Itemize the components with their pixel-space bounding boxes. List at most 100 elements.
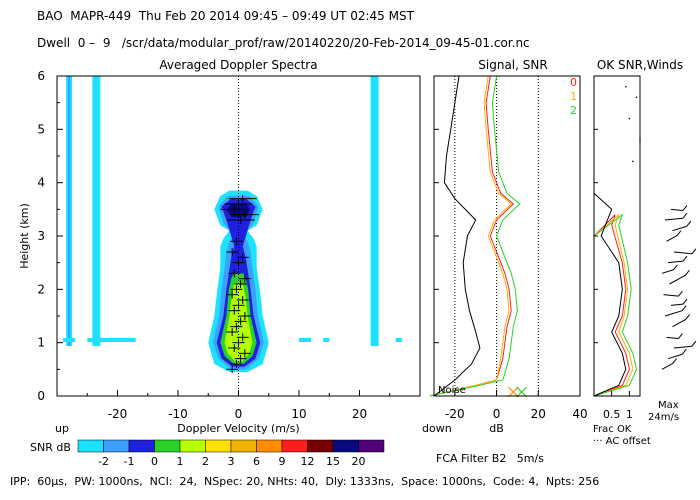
ac-offset-dot [635, 96, 638, 99]
wind-barb [670, 303, 683, 306]
clutter-dash [87, 338, 136, 342]
ac-offset-dot [625, 85, 627, 88]
wind-barb-flag [685, 314, 691, 320]
wind-barb [661, 269, 674, 274]
colorbar-swatch [358, 439, 385, 453]
wind-barb [666, 235, 678, 242]
wind-barb [663, 294, 679, 297]
wind-barb-flag [691, 340, 697, 347]
y-tick-label: 5 [37, 122, 45, 136]
colorbar-tick: -1 [124, 455, 135, 468]
interference-line [92, 76, 101, 346]
wind-barb-flag [682, 212, 688, 219]
colorbar-tick: 3 [228, 455, 235, 468]
colorbar-swatch [281, 439, 308, 453]
clutter-dash [299, 338, 312, 342]
wind-barb [670, 208, 683, 212]
y-tick-label: 4 [37, 176, 45, 190]
wind-barb-flag [676, 230, 682, 236]
colorbar-swatch [128, 439, 155, 453]
frac-line-0 [593, 214, 630, 397]
clutter-dash [395, 338, 402, 342]
x-tick-label: 0 [493, 407, 501, 421]
wind-barb [672, 225, 687, 232]
noise-label: Noise [438, 385, 466, 396]
colorbar-tick: 15 [326, 455, 340, 468]
y-axis-label: Height (km) [18, 203, 31, 269]
panel-title-signal: Signal, SNR [478, 58, 547, 72]
panel-title-doppler: Averaged Doppler Spectra [159, 58, 317, 72]
clutter-dash [371, 338, 378, 342]
wind-barb-flag [682, 298, 688, 305]
ac-offset-dot [628, 117, 631, 120]
colorbar-swatch [256, 439, 283, 453]
wind-barb-flag [686, 220, 692, 227]
frac-line-1 [593, 213, 634, 397]
y-tick-label: 2 [37, 282, 45, 296]
plot-frame-signal [433, 75, 581, 397]
series-line-1 [429, 75, 512, 397]
wind-barb-flag [684, 270, 690, 276]
wind-barb [666, 336, 679, 340]
legend-entry-0: 0 [570, 76, 577, 89]
x-tick-label: 40 [572, 407, 587, 421]
wind-barb [669, 274, 686, 285]
x-tick-label: -20 [445, 407, 465, 421]
x-tick-label: 10 [291, 407, 306, 421]
colorbar-swatch [332, 439, 359, 453]
colorbar-tick: 1 [177, 455, 184, 468]
wind-barb [672, 319, 686, 328]
wind-barb [673, 251, 692, 255]
x-tick-label: 20 [352, 407, 367, 421]
colorbar-tick: -2 [98, 455, 109, 468]
max-value-label: 24m/s [648, 412, 679, 423]
frac-line-frac [593, 192, 627, 397]
x-axis-label: Doppler Velocity (m/s) [177, 422, 299, 435]
y-tick-label: 1 [37, 336, 45, 350]
down-label: down [422, 422, 452, 435]
series-line-noise [433, 75, 481, 397]
x-tick-label: 0 [235, 407, 243, 421]
wind-barb [664, 310, 683, 317]
wind-barb-flag [682, 205, 688, 211]
y-tick-label: 6 [37, 69, 45, 83]
colorbar-swatch [307, 439, 334, 453]
title-line: BAO MAPR-449 Thu Feb 20 2014 09:45 – 09:… [37, 9, 414, 23]
wind-barb-flag [678, 290, 683, 297]
wind-barb-flag [682, 255, 688, 262]
wind-barb [667, 353, 683, 360]
clutter-dash [63, 338, 76, 342]
interference-line-core [68, 76, 71, 346]
colorbar-label: SNR dB [30, 441, 71, 454]
wind-barb-flag [672, 358, 677, 364]
x-tick-label: 0.5 [603, 408, 621, 421]
colorbar-tick: 12 [301, 455, 315, 468]
parameter-line: IPP: 60μs, PW: 1000ns, NCI: 24, NSpec: 2… [10, 475, 600, 488]
clutter-dash [323, 338, 330, 342]
marker-x [507, 386, 519, 398]
wind-barb-flag [681, 305, 687, 311]
colorbar-tick: 0 [151, 455, 158, 468]
fca-filter-label: FCA Filter B2 5m/s [436, 452, 544, 465]
colorbar-swatch [230, 439, 257, 453]
series-line-0 [429, 75, 515, 397]
max-label: Max [658, 400, 679, 411]
snr-colorbar: SNR dB-2 -1 0 1 2 3 6 9 12 15 20 [30, 439, 385, 468]
x-tick-label: -20 [108, 407, 128, 421]
colorbar-tick: 2 [202, 455, 209, 468]
up-label: up [55, 422, 69, 435]
colorbar-swatch [103, 439, 130, 453]
frac-line-2 [593, 213, 638, 397]
y-tick-label: 3 [37, 229, 45, 243]
colorbar-swatch [205, 439, 232, 453]
ac-offset-dot [632, 160, 634, 163]
colorbar-tick: 6 [253, 455, 260, 468]
marker-x [516, 386, 528, 398]
wind-barb [661, 363, 673, 370]
wind-barb-flag [678, 333, 683, 339]
wind-barb-flag [681, 348, 687, 355]
legend-entry-2: 2 [570, 104, 577, 117]
wind-barb [673, 345, 692, 349]
